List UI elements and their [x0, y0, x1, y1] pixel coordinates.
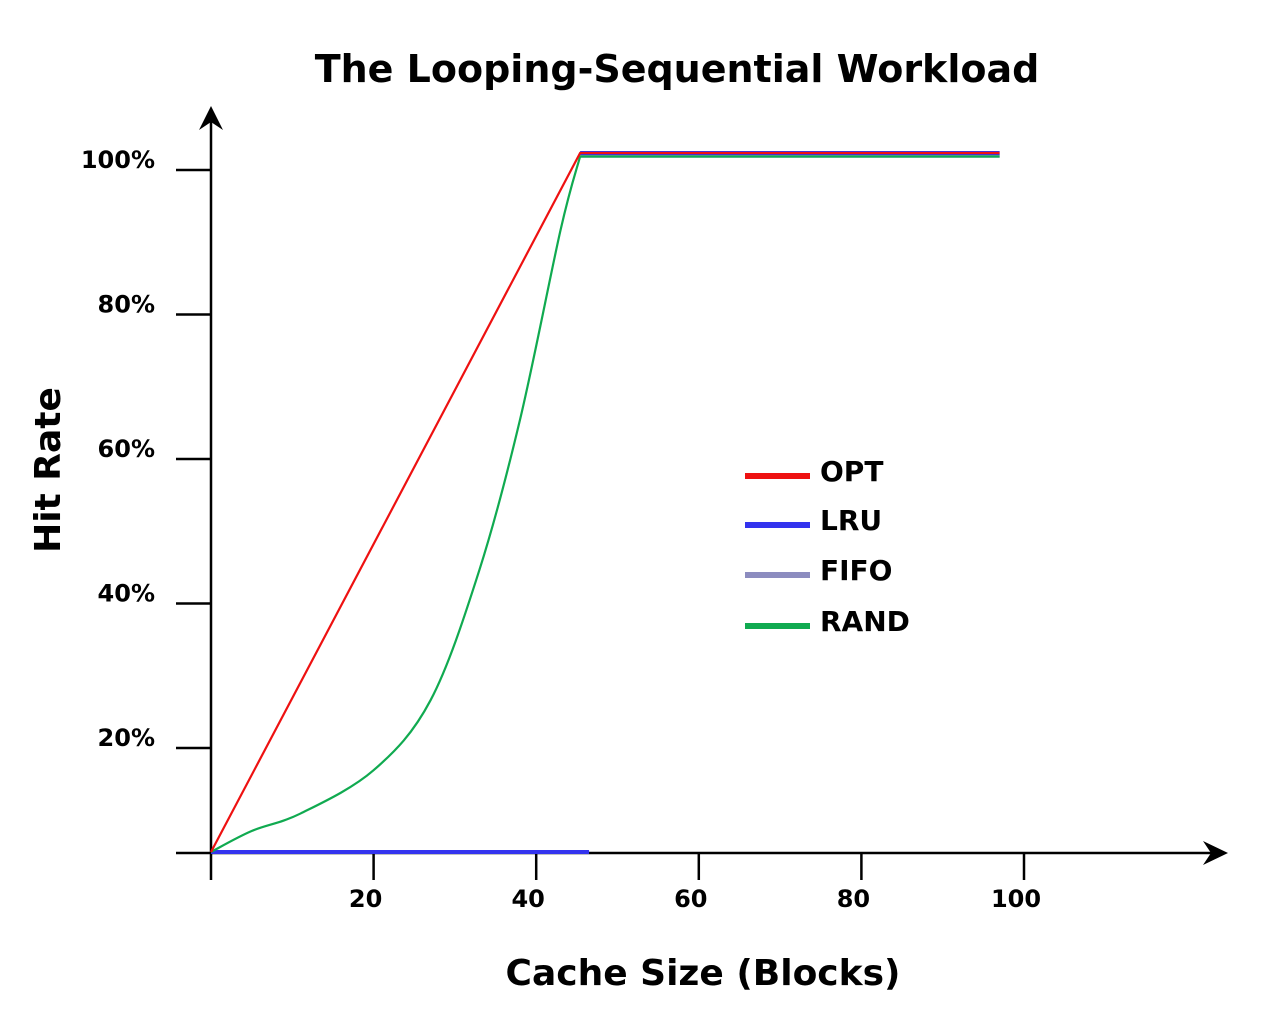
- legend-label-lru: LRU: [820, 504, 882, 537]
- legend-label-opt: OPT: [820, 455, 883, 488]
- x-axis-label: Cache Size (Blocks): [506, 953, 901, 994]
- y-tick-label: 80%: [98, 291, 155, 319]
- y-axis-label: Hit Rate: [28, 387, 69, 553]
- x-tick-label: 60: [674, 885, 707, 913]
- x-tick-label: 80: [837, 885, 870, 913]
- x-tick-label: 40: [511, 885, 544, 913]
- series-line-opt: [210, 151, 1000, 853]
- x-tick-label: 100: [991, 885, 1041, 913]
- legend-label-rand: RAND: [820, 605, 910, 638]
- x-tick-label: 20: [349, 885, 382, 913]
- y-tick-label: 20%: [98, 724, 155, 752]
- y-axis: [199, 106, 223, 880]
- y-tick-label: 100%: [81, 146, 155, 174]
- chart-title: The Looping-Sequential Workload: [315, 47, 1040, 91]
- legend-label-fifo: FIFO: [820, 554, 892, 587]
- x-axis-arrow-icon: [1203, 841, 1228, 865]
- y-tick-label: 60%: [98, 435, 155, 463]
- y-axis-arrow-icon: [199, 106, 223, 130]
- y-tick-label: 40%: [98, 580, 155, 608]
- legend: OPT LRU FIFO RAND: [745, 455, 910, 638]
- series-line-rand: [210, 155, 1000, 853]
